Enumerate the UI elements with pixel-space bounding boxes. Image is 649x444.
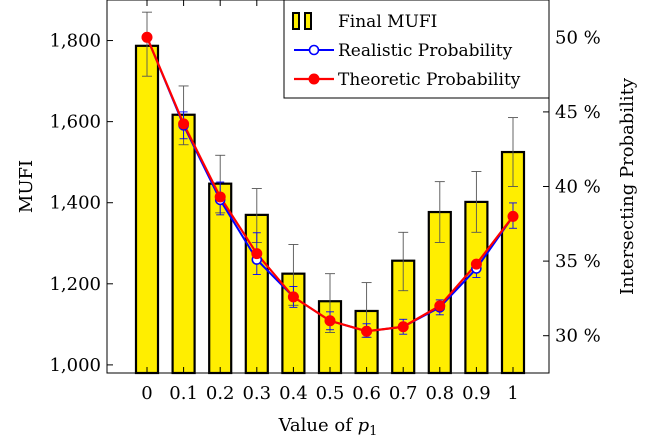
lines-layer	[141, 31, 519, 338]
legend-bar-swatch-right	[304, 12, 312, 30]
x-axis-label-variable: p	[358, 415, 370, 436]
x-tick-label: 0.5	[316, 383, 345, 404]
legend-bar-swatch-left	[292, 12, 300, 30]
bars-layer	[134, 11, 526, 375]
y-right-tick-label: 35 %	[555, 251, 601, 272]
theoretic-point-0.8	[434, 300, 446, 312]
legend-label-realistic-probability: Realistic Probability	[338, 41, 513, 61]
x-tick-label: 0.4	[279, 383, 308, 404]
theoretic-point-1	[507, 210, 519, 222]
legend-realistic-marker	[308, 44, 320, 56]
x-tick-label: 0.9	[462, 383, 491, 404]
x-axis-label-text: Value of	[278, 415, 358, 436]
y-left-tick-label: 1,000	[49, 355, 101, 376]
x-tick-label: 0.6	[352, 383, 381, 404]
legend-label-final-mufi: Final MUFI	[338, 12, 437, 32]
legend-realistic-swatch	[294, 44, 334, 56]
x-tick-label: 1	[507, 383, 518, 404]
y-axis-right-label: Intersecting Probability	[617, 77, 638, 295]
y-right-tick-label: 50 %	[555, 27, 601, 48]
legend-label-theoretic-probability: Theoretic Probability	[338, 70, 521, 90]
y-left-tick-label: 1,800	[49, 31, 101, 52]
y-left-tick-label: 1,400	[49, 193, 101, 214]
x-tick-label: 0.3	[242, 383, 271, 404]
y-axis-left-label: MUFI	[16, 160, 37, 213]
x-tick-label: 0.1	[169, 383, 198, 404]
theoretic-point-0.2	[214, 191, 226, 203]
axes-layer: 1,000 1,200 1,400 1,600 1,800 30 % 35 % 40 % 45 …	[49, 0, 601, 404]
legend-theoretic-swatch	[294, 73, 334, 85]
y-right-tick-label: 30 %	[555, 326, 601, 347]
theoretic-point-0.6	[361, 325, 373, 337]
theoretic-point-0.3	[251, 248, 263, 260]
theoretic-point-0	[141, 31, 153, 43]
theoretic-point-0.9	[470, 258, 482, 270]
x-tick-label: 0.2	[206, 383, 235, 404]
theoretic-point-0.5	[324, 315, 336, 327]
x-tick-label: 0.7	[389, 383, 418, 404]
legend-theoretic-marker	[308, 73, 320, 85]
x-tick-label: 0	[141, 383, 152, 404]
y-right-tick-label: 40 %	[555, 177, 601, 198]
x-tick-label: 0.8	[425, 383, 454, 404]
theoretic-point-0.4	[287, 291, 299, 303]
x-axis-label: Value of p1	[278, 415, 378, 439]
y-left-tick-label: 1,600	[49, 112, 101, 133]
theoretic-point-0.7	[397, 321, 409, 333]
bar-0.1	[171, 113, 196, 375]
x-axis-label-subscript: 1	[369, 424, 377, 439]
legend: Final MUFI Realistic Probability Theoret…	[283, 0, 550, 99]
theoretic-point-0.1	[178, 118, 190, 130]
legend-bar-swatch	[292, 12, 312, 30]
bar-0	[134, 44, 160, 375]
y-right-tick-label: 45 %	[555, 102, 601, 123]
y-left-tick-label: 1,200	[49, 274, 101, 295]
